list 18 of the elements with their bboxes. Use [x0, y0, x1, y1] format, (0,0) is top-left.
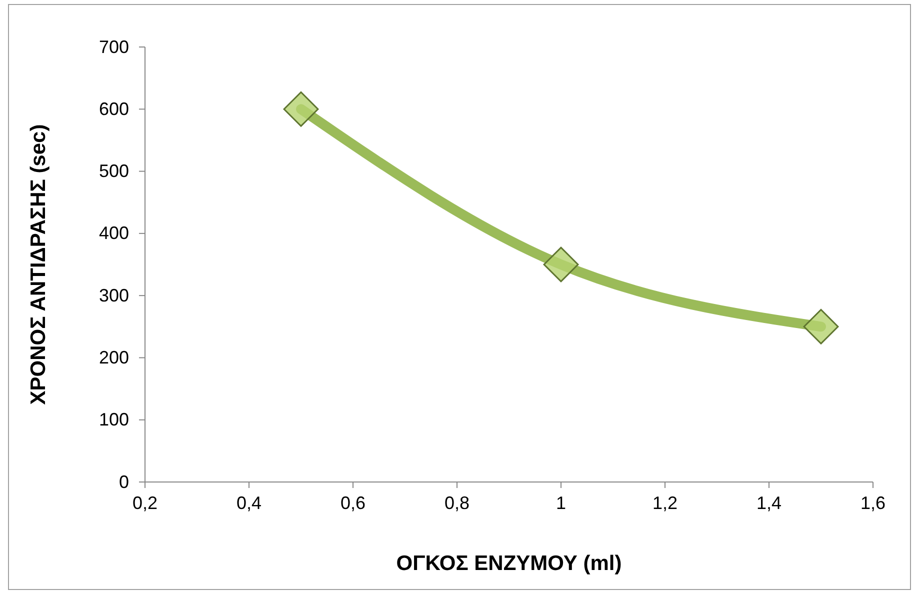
x-tick-label: 1,2 — [652, 492, 678, 513]
x-tick-label: 0,4 — [236, 492, 262, 513]
x-axis-title: ΟΓΚΟΣ ΕΝΖΥΜΟΥ (ml) — [396, 552, 622, 575]
x-tick-label: 1,4 — [756, 492, 782, 513]
y-tick-label: 500 — [98, 161, 129, 182]
x-tick-label: 1 — [556, 492, 566, 513]
x-tick-label: 0,8 — [444, 492, 470, 513]
y-tick-label: 700 — [98, 36, 129, 57]
y-tick-label: 100 — [98, 410, 129, 430]
y-tick-label: 300 — [98, 285, 129, 306]
y-tick-label: 400 — [98, 223, 129, 244]
y-tick-label: 0 — [118, 472, 129, 492]
x-tick-label: 0,6 — [340, 492, 366, 513]
y-tick-label: 600 — [98, 98, 129, 119]
y-tick-label: 200 — [98, 347, 129, 368]
x-tick-label: 1,6 — [860, 492, 886, 513]
y-axis-title: ΧΡΟΝΟΣ ΑΝΤΙΔΡΑΣΗΣ (sec) — [27, 124, 50, 405]
x-tick-label: 0,2 — [132, 492, 158, 513]
